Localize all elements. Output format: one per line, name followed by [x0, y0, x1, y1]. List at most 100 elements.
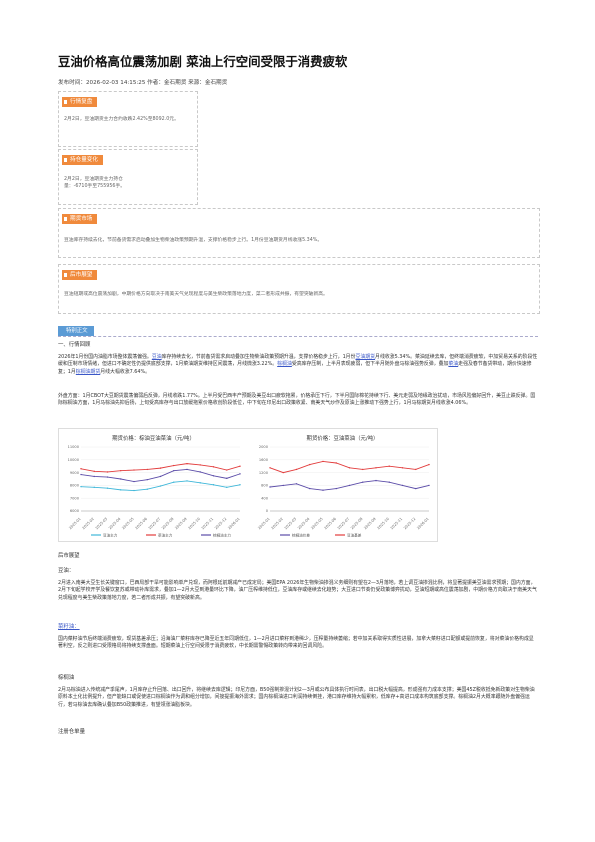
x-tick-label: 2025-02: [271, 517, 284, 530]
paragraph-review: 2026年1月份国内油脂市场整体震荡偏强。豆油库存持续去化，节前备货需求启动叠加…: [58, 354, 538, 375]
chart-futures-prices: 期货价格：棕油豆油菜油（元/吨） 6000 7000 8000 9000 10000 110…: [68, 434, 241, 537]
x-tick-label: 2025-06: [324, 516, 338, 530]
data-point: [106, 487, 109, 489]
y-tick-label: 800: [261, 484, 269, 488]
data-point: [212, 466, 215, 468]
legend-label: 棕榈油价差: [292, 532, 310, 537]
data-point: [159, 475, 162, 478]
data-point: [212, 484, 215, 486]
data-point: [388, 465, 390, 467]
x-tick-label: 2025-03: [95, 517, 108, 530]
x-tick-label: 2025-09: [363, 516, 377, 530]
link-palm-oil-futures[interactable]: 棕榈油期货: [75, 368, 101, 375]
data-point: [93, 475, 95, 478]
chart-title: 期货价格：豆油菜油（元/吨）: [307, 434, 379, 442]
data-point: [199, 471, 201, 473]
box-tag: 期货市场: [62, 214, 98, 224]
x-tick-label: 2026-01: [227, 517, 240, 530]
data-point: [199, 464, 201, 466]
data-point: [335, 487, 337, 490]
data-point: [133, 469, 135, 471]
paragraph-soybean-oil: 2月进入南美大豆生长关键窗口，巴西局部干旱可能影响单产兑现，而阿根廷前期减产已成…: [58, 580, 537, 601]
data-point: [80, 468, 82, 470]
x-tick-label: 2025-02: [82, 517, 95, 530]
x-tick-label: 2025-05: [121, 517, 134, 530]
link-soybean-oil[interactable]: 豆油: [151, 354, 162, 360]
link-rapeseed-oil[interactable]: 菜油: [448, 361, 459, 368]
box-text: 豆油短期或高位震荡加剧，中期价格方向取决于南美天气兑现程度与美生柴政策落地力度，…: [64, 292, 328, 297]
legend-label: 棕榈油主力: [213, 532, 231, 537]
data-point: [212, 475, 215, 477]
link-rapeseed-oil-heading[interactable]: 菜籽油：: [58, 624, 80, 630]
box-tag: 持仓量变化: [62, 155, 103, 165]
data-point: [106, 476, 109, 478]
data-point: [93, 470, 95, 473]
data-point: [146, 478, 148, 481]
y-tick-label: 11000: [68, 445, 80, 449]
data-point: [120, 489, 122, 491]
data-point: [362, 481, 364, 483]
y-tick-label: 0: [266, 509, 269, 513]
data-point: [173, 464, 175, 467]
data-point: [401, 467, 404, 469]
series-line-2: [80, 468, 241, 483]
x-tick-label: 2025-11: [390, 517, 403, 530]
y-tick-label: 9000: [70, 471, 80, 475]
data-point: [80, 473, 82, 476]
data-point: [282, 471, 284, 474]
link-soybean-oil-futures[interactable]: 豆油期货: [355, 354, 376, 360]
data-point: [186, 462, 188, 465]
data-point: [239, 473, 241, 475]
data-point: [415, 468, 417, 471]
summary-box-futures-market: 期货市场 豆油库存持续去化，节前备货需求启动叠加生物柴油政策预期升温，支撑价格稳…: [58, 208, 540, 258]
box-text: 豆油库存持续去化，节前备货需求启动叠加生物柴油政策预期升温，支撑价格稳步上行。1…: [64, 238, 323, 243]
y-tick-label: 1600: [259, 458, 269, 462]
legend-label: 豆油基差: [347, 532, 362, 537]
data-point: [362, 468, 364, 471]
x-tick-label: 2025-08: [161, 516, 175, 530]
paragraph-rapeseed-oil: 国内菜籽油节后终端消费疲软，现货基差承压；沿海油厂菜籽库存已降至近五年同期低位，…: [58, 636, 534, 650]
data-point: [146, 488, 148, 490]
data-point: [226, 477, 228, 480]
box-text: 2月2日，豆油期货主力合约收跌2.42%至8092.0元。: [64, 117, 179, 122]
legend-label: 豆油主力: [103, 532, 118, 537]
link-palm-oil[interactable]: 棕榈油: [277, 361, 292, 368]
section-divider: [58, 336, 538, 337]
data-point: [159, 467, 162, 469]
data-point: [269, 467, 271, 469]
data-point: [375, 479, 377, 482]
data-point: [295, 483, 298, 485]
heading-warehouse-receipts: 注册仓单量: [58, 729, 85, 735]
y-tick-label: 7000: [70, 496, 80, 500]
x-tick-label: 2025-10: [188, 516, 202, 530]
data-point: [173, 481, 175, 483]
heading-outlook: 后市展望: [58, 553, 80, 559]
x-tick-label: 2025-12: [403, 517, 416, 530]
data-point: [335, 462, 337, 464]
summary-box-market-review: 行情复盘 2月2日，豆油期货主力合约收跌2.42%至8092.0元。: [58, 91, 198, 147]
x-tick-label: 2025-12: [214, 517, 227, 530]
x-tick-label: 2025-08: [350, 516, 364, 530]
data-point: [226, 469, 228, 471]
subheading-palm-oil: 棕榈油: [58, 675, 75, 681]
data-point: [295, 468, 298, 471]
data-point: [401, 484, 404, 487]
x-tick-label: 2025-09: [174, 516, 188, 530]
box-tag: 后市展望: [62, 270, 98, 280]
data-point: [428, 463, 430, 466]
chart-spread: 期货价格：豆油菜油（元/吨） 0 400 800 1200 1600 2000 2025-01…: [257, 434, 430, 537]
data-point: [226, 486, 228, 489]
data-point: [93, 486, 95, 489]
x-tick-label: 2025-11: [201, 517, 214, 530]
series-line-1: [269, 460, 430, 474]
x-tick-label: 2025-03: [284, 517, 297, 530]
y-tick-label: 400: [261, 496, 269, 500]
x-tick-label: 2025-10: [377, 516, 391, 530]
charts-panel: 期货价格：棕油豆油菜油（元/吨） 6000 7000 8000 9000 10000 110…: [58, 428, 438, 542]
data-point: [120, 469, 122, 472]
article-meta: 发布时间：2026-02-03 14:15:25 作者：金石期货 来源：金石期货: [58, 80, 228, 86]
data-point: [239, 484, 241, 486]
paragraph-overseas: 外盘方面：1月CBOT大豆期货震荡偏弱后反弹，月线收跌1.77%。上半月受巴西丰…: [58, 393, 536, 407]
heading-market-review: 一、行情回顾: [58, 342, 91, 348]
x-tick-label: 2025-07: [148, 517, 161, 530]
